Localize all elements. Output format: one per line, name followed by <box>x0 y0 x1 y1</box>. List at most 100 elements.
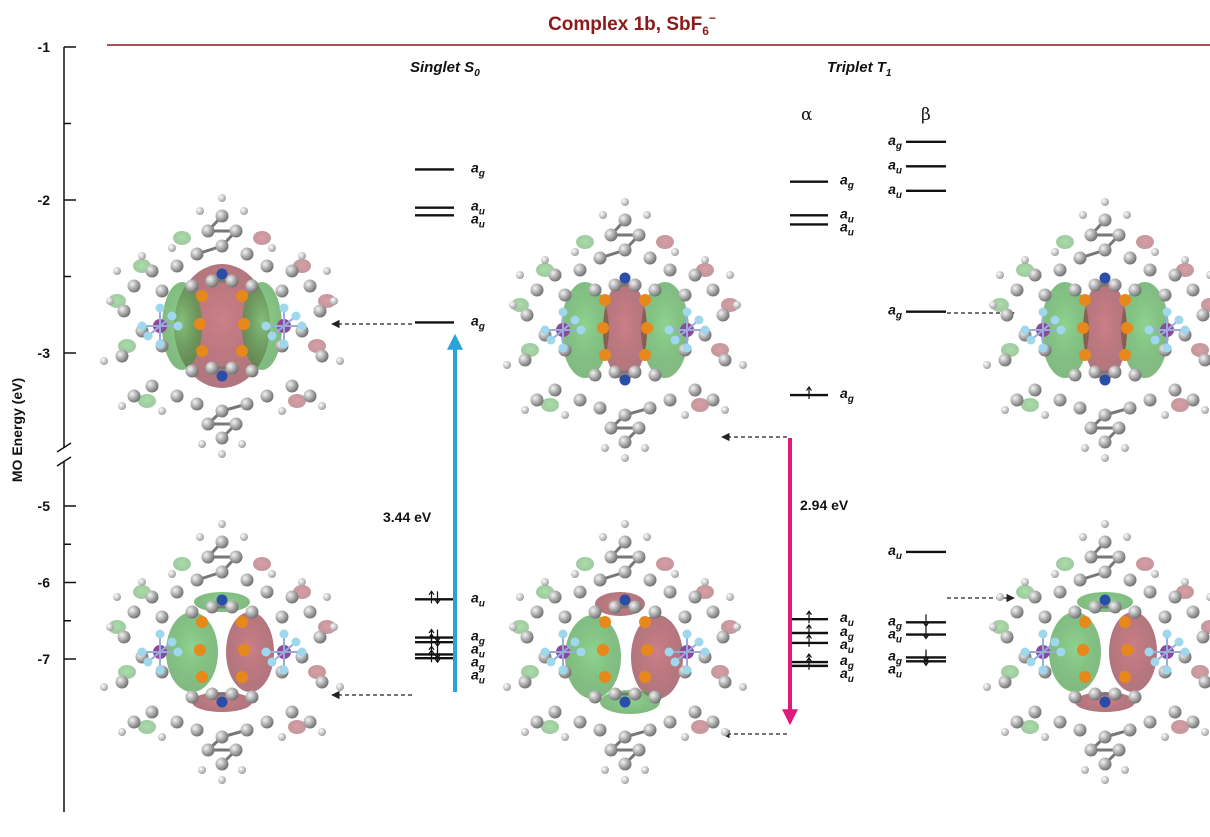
carbon-atom <box>618 213 632 227</box>
carbon-atom <box>706 393 720 407</box>
metal-atom <box>238 318 250 330</box>
hydrogen-atom <box>671 248 679 256</box>
carbon-atom <box>303 279 317 293</box>
metal-atom <box>639 294 651 306</box>
hydrogen-atom <box>330 297 338 305</box>
orbital-symmetry-label: ag <box>888 302 902 322</box>
carbon-atom <box>145 379 159 393</box>
carbon-atom <box>245 279 259 293</box>
triplet-beta-orbital-level: ag <box>888 612 946 632</box>
carbon-atom <box>588 368 602 382</box>
metal-atom <box>1119 294 1131 306</box>
triplet-beta-orbital-level: au <box>888 542 946 562</box>
hydrogen-atom <box>996 593 1004 601</box>
orbital-symmetry-label: ag <box>840 172 854 192</box>
fluorine-atom <box>1162 343 1172 353</box>
orbital-symmetry-label: au <box>888 156 902 176</box>
hydrogen-atom <box>318 728 326 736</box>
orbital-symmetry-label: au <box>840 665 854 685</box>
carbon-atom <box>632 421 646 435</box>
carbon-atom <box>1158 610 1172 624</box>
carbon-atom <box>648 368 662 382</box>
carbon-atom <box>1010 283 1024 297</box>
carbon-atom <box>1073 723 1087 737</box>
y-axis: -1 -2 -3 -5 -6 -7 MO Energy (eV) <box>9 39 76 812</box>
carbon-atom <box>1084 228 1098 242</box>
singlet-orbital-level: au <box>415 198 485 218</box>
carbon-atom <box>1123 251 1137 265</box>
hydrogen-atom <box>681 411 689 419</box>
nitrogen-atom <box>1099 272 1111 284</box>
orbital-lobe <box>1021 398 1039 412</box>
axis-break-mark <box>56 442 72 453</box>
electron-arrowhead <box>923 634 929 640</box>
hydrogen-atom <box>516 271 524 279</box>
carbon-atom <box>1088 365 1102 379</box>
fluorine-atom <box>297 647 307 657</box>
carbon-atom <box>127 389 141 403</box>
singlet-orbital-level: au <box>415 649 485 687</box>
hydrogen-atom <box>671 570 679 578</box>
orbital-lobe <box>576 557 594 571</box>
carbon-atom <box>1158 288 1172 302</box>
carbon-atom <box>201 224 215 238</box>
carbon-atom <box>998 675 1012 689</box>
nitrogen-atom <box>619 374 631 386</box>
carbon-atom <box>618 730 632 744</box>
carbon-atom <box>718 675 732 689</box>
metal-atom <box>1119 671 1131 683</box>
electron-arrowhead <box>434 642 441 648</box>
electron-arrowhead <box>428 590 435 596</box>
carbon-atom <box>225 600 239 614</box>
carbon-atom <box>1108 278 1122 292</box>
fluorine-atom <box>576 325 586 335</box>
carbon-atom <box>632 550 646 564</box>
triplet-beta-u-orbital-image <box>983 520 1210 784</box>
hydrogen-atom <box>509 301 517 309</box>
carbon-atom <box>573 393 587 407</box>
electron-arrowhead <box>434 658 441 664</box>
hydrogen-atom <box>739 683 747 691</box>
hydrogen-atom <box>218 450 226 458</box>
fluorine-atom <box>682 343 692 353</box>
hydrogen-atom <box>336 683 344 691</box>
carbon-atom <box>127 605 141 619</box>
carbon-atom <box>1053 585 1067 599</box>
hydrogen-atom <box>621 776 629 784</box>
carbon-atom <box>593 723 607 737</box>
hydrogen-atom <box>318 402 326 410</box>
fluorine-atom <box>279 303 289 313</box>
carbon-atom <box>593 401 607 415</box>
carbon-atom <box>1186 393 1200 407</box>
hydrogen-atom <box>681 733 689 741</box>
hydrogen-atom <box>983 361 991 369</box>
alpha-spin-label: α <box>801 105 813 125</box>
hydrogen-atom <box>1101 776 1109 784</box>
carbon-atom <box>1084 550 1098 564</box>
metal-atom <box>238 644 250 656</box>
nitrogen-atom <box>619 272 631 284</box>
hydrogen-atom <box>726 271 734 279</box>
carbon-atom <box>205 274 219 288</box>
electron-arrowhead <box>806 386 812 391</box>
hydrogen-atom <box>1151 570 1159 578</box>
hydrogen-atom <box>106 297 114 305</box>
orbital-lobe <box>656 557 674 571</box>
orbital-lobe <box>253 557 271 571</box>
carbon-atom <box>520 308 534 322</box>
carbon-atom <box>215 239 229 253</box>
fluorine-atom <box>1056 325 1066 335</box>
carbon-atom <box>618 757 632 771</box>
orbital-symmetry-label: au <box>840 205 854 225</box>
fluorine-atom <box>137 647 147 657</box>
hydrogen-atom <box>641 444 649 452</box>
fluorine-atom <box>267 331 277 341</box>
carbon-atom <box>229 550 243 564</box>
carbon-atom <box>170 715 184 729</box>
hydrogen-atom <box>100 357 108 365</box>
fluorine-atom <box>155 303 165 313</box>
orbital-lobe <box>288 720 306 734</box>
hydrogen-atom <box>733 623 741 631</box>
hydrogen-atom <box>561 411 569 419</box>
carbon-atom <box>688 705 702 719</box>
